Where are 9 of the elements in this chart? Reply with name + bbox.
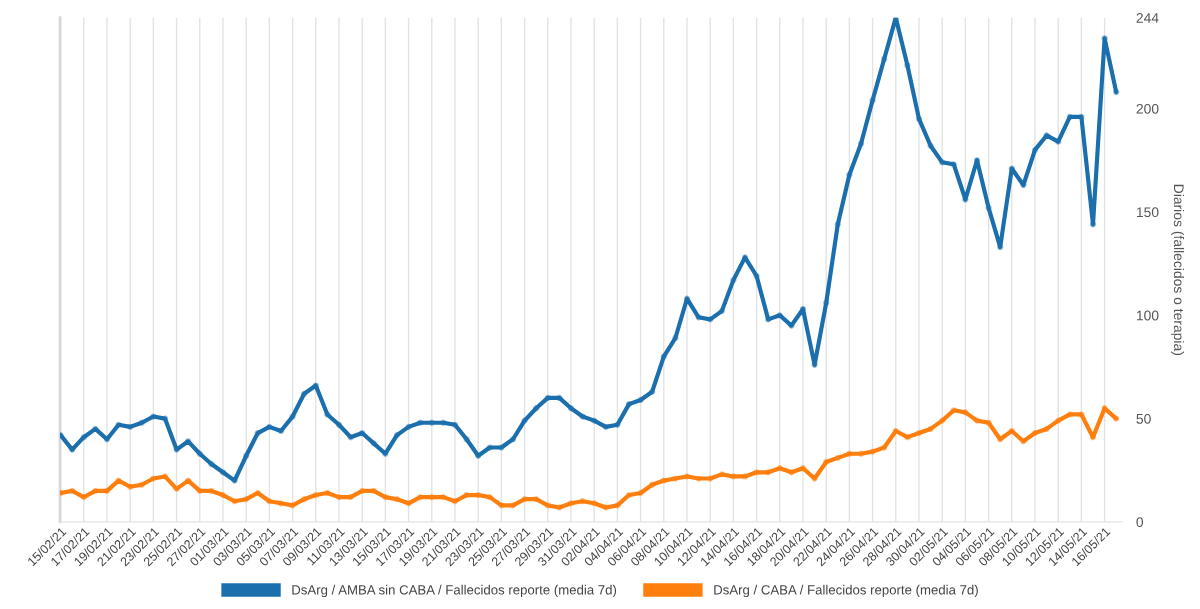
y-axis-title: Diarios (fallecidos o terapia) (1171, 184, 1185, 355)
y-tick-label: 200 (1136, 103, 1159, 114)
y-tick-label: 0 (1136, 517, 1144, 528)
legend-label: DsArg / AMBA sin CABA / Fallecidos reporte (media 7d) (292, 584, 617, 598)
y-tick-label: 244 (1136, 13, 1159, 23)
legend-label: DsArg / CABA / Fallecidos reporte (media 7d) (714, 584, 978, 598)
y-tick-label: 50 (1136, 413, 1151, 424)
y-tick-label: 100 (1136, 310, 1159, 321)
y-tick-label: 150 (1136, 207, 1159, 218)
